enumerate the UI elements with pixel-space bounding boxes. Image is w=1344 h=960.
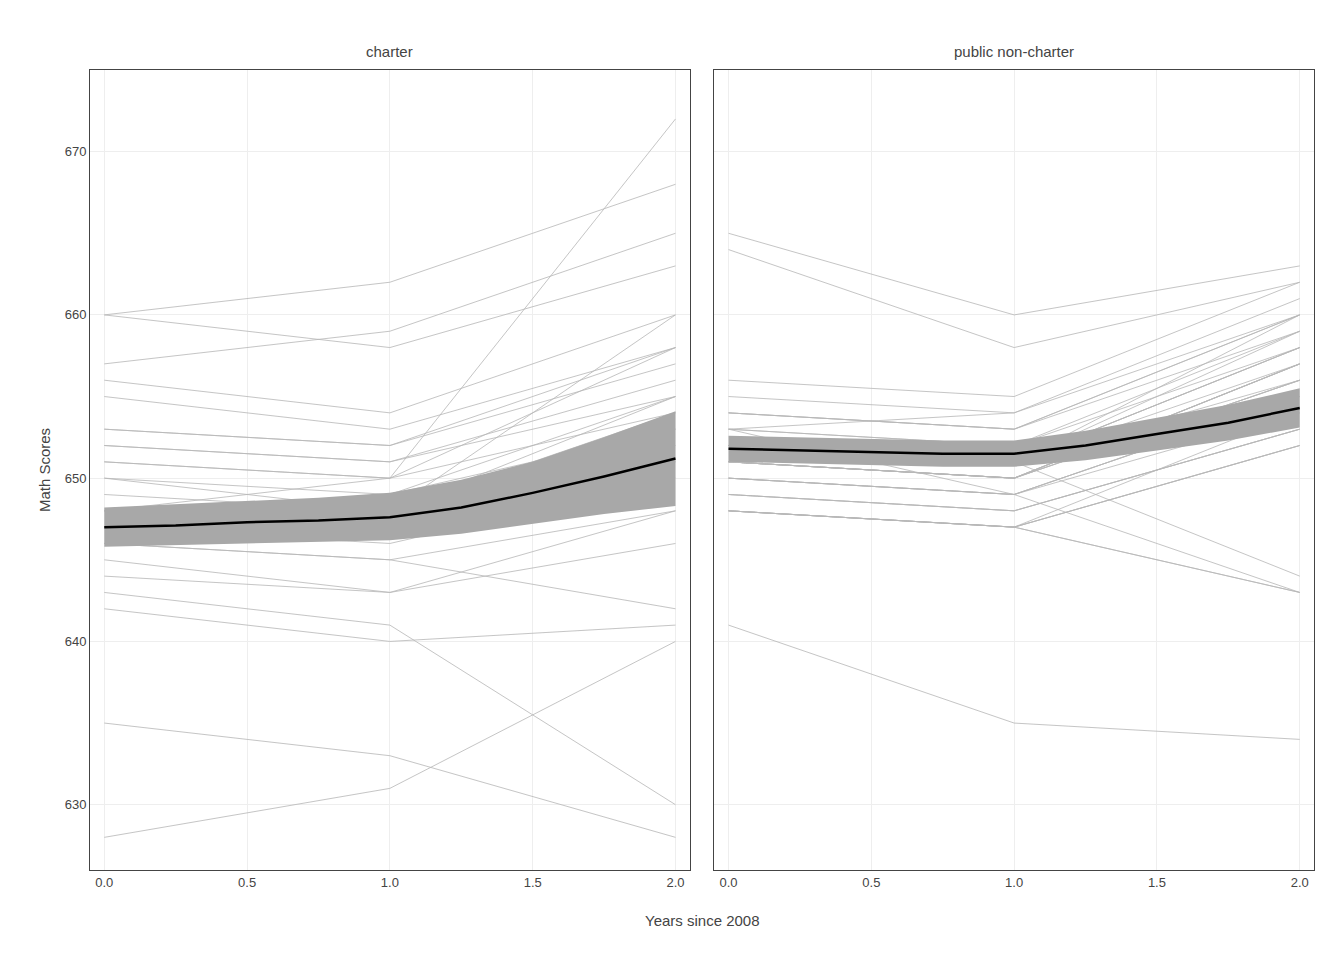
svg-text:670: 670 — [65, 144, 87, 159]
svg-text:0.0: 0.0 — [719, 875, 737, 890]
svg-text:Math Scores: Math Scores — [36, 428, 53, 512]
svg-text:0.5: 0.5 — [238, 875, 256, 890]
svg-text:1.0: 1.0 — [1005, 875, 1023, 890]
svg-text:640: 640 — [65, 634, 87, 649]
svg-text:650: 650 — [65, 471, 87, 486]
svg-text:630: 630 — [65, 797, 87, 812]
svg-text:1.5: 1.5 — [524, 875, 542, 890]
svg-text:2.0: 2.0 — [666, 875, 684, 890]
svg-text:Years since 2008: Years since 2008 — [645, 912, 760, 929]
svg-text:1.0: 1.0 — [381, 875, 399, 890]
svg-text:public non-charter: public non-charter — [954, 43, 1074, 60]
svg-text:0.0: 0.0 — [95, 875, 113, 890]
svg-text:660: 660 — [65, 307, 87, 322]
svg-text:charter: charter — [366, 43, 413, 60]
svg-text:1.5: 1.5 — [1148, 875, 1166, 890]
svg-text:0.5: 0.5 — [862, 875, 880, 890]
svg-text:2.0: 2.0 — [1291, 875, 1309, 890]
